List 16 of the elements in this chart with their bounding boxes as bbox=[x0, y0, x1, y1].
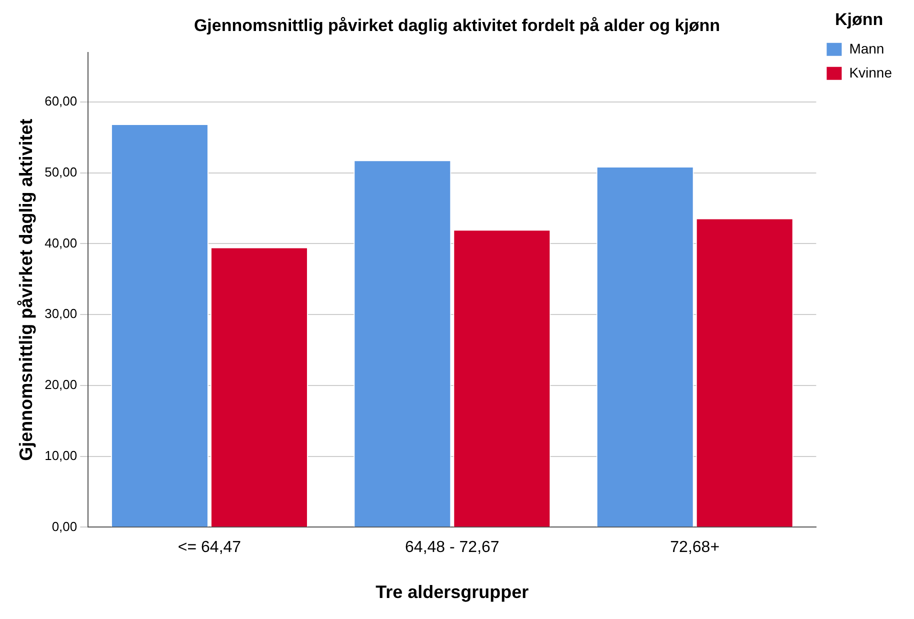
legend-label: Mann bbox=[849, 40, 884, 56]
x-tick-label: 64,48 - 72,67 bbox=[405, 539, 500, 556]
y-tick-label: 20,00 bbox=[44, 377, 78, 392]
y-tick-label: 60,00 bbox=[44, 94, 78, 109]
y-axis-title: Gjennomsnittlig påvirket daglig aktivitet bbox=[16, 118, 36, 461]
x-tick-label: <= 64,47 bbox=[178, 539, 242, 556]
x-tick-label: 72,68+ bbox=[670, 539, 720, 556]
y-tick-label: 40,00 bbox=[44, 235, 78, 250]
chart-title: Gjennomsnittlig påvirket daglig aktivitet fordelt på alder og kjønn bbox=[194, 16, 720, 35]
y-tick-label: 30,00 bbox=[44, 306, 78, 322]
y-tick-label: 50,00 bbox=[44, 164, 78, 180]
y-tick-label: 10,00 bbox=[44, 448, 78, 463]
y-tick-label: 0,00 bbox=[52, 518, 78, 534]
legend-title: Kjønn bbox=[835, 10, 884, 30]
legend-label: Kvinne bbox=[849, 64, 892, 80]
x-axis-title: Tre aldersgrupper bbox=[376, 582, 529, 602]
